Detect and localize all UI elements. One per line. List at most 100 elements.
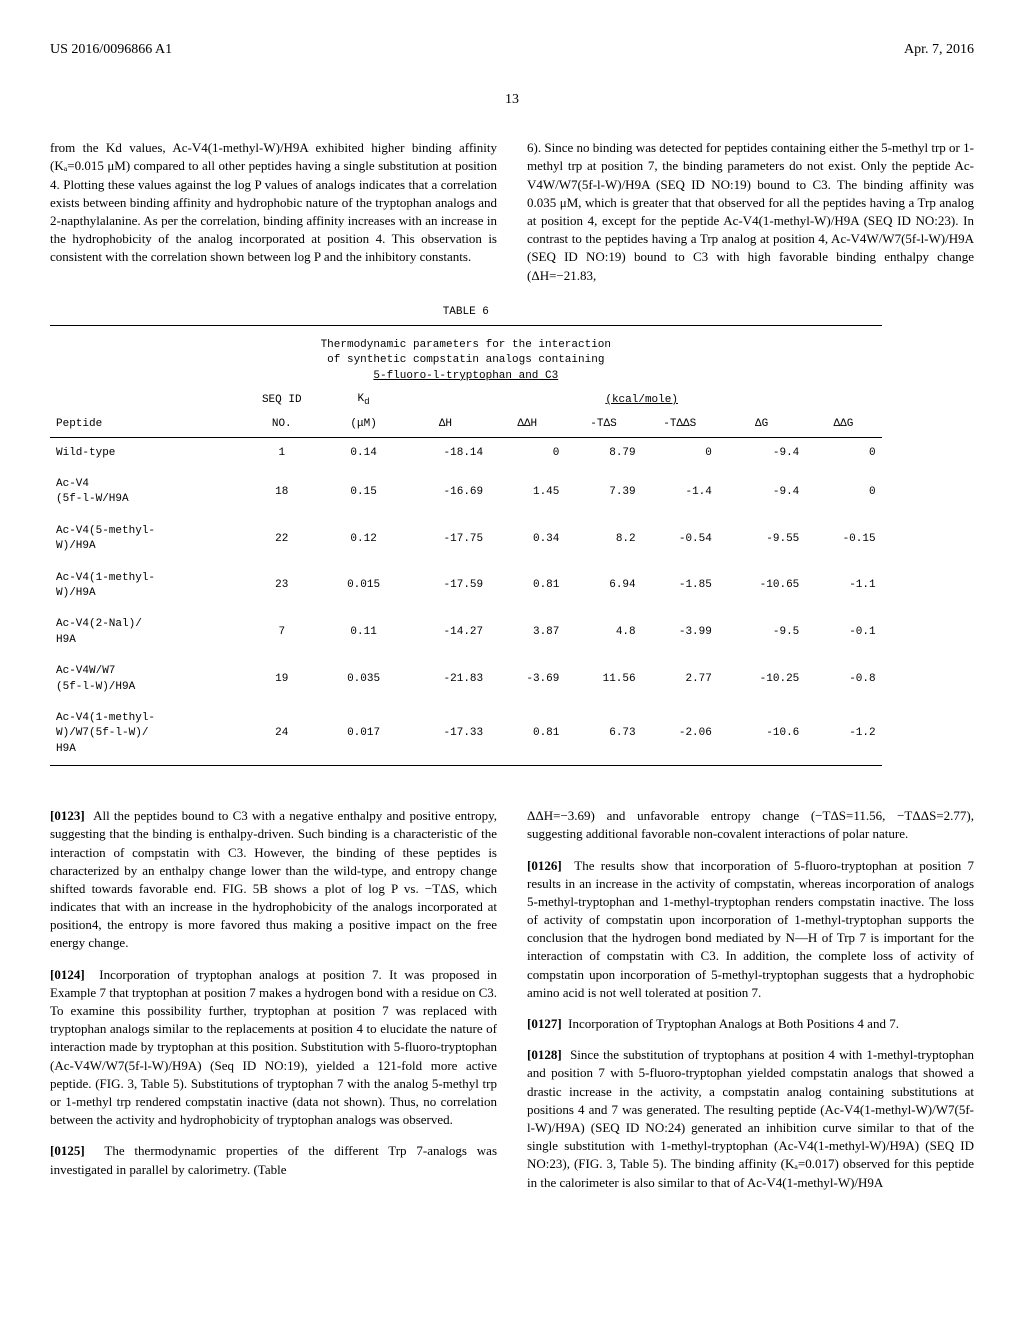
col-peptide: Peptide: [50, 413, 238, 437]
table-cell: 0.015: [325, 563, 401, 610]
table-cell: -18.14: [402, 437, 489, 469]
table-cell: -10.6: [718, 703, 805, 766]
para-0124-text: Incorporation of tryptophan analogs at p…: [50, 967, 497, 1128]
table-cell: -14.27: [402, 609, 489, 656]
para-0127-text: Incorporation of Tryptophan Analogs at B…: [568, 1016, 899, 1031]
table-6: Thermodynamic parameters for the interac…: [50, 325, 882, 774]
table-cell: -17.75: [402, 516, 489, 563]
table-cell: Ac-V4(1-methyl- W)/W7(5f-l-W)/ H9A: [50, 703, 238, 766]
bottom-left-column: [0123] All the peptides bound to C3 with…: [50, 794, 497, 1205]
table-cell: Ac-V4(2-Nal)/ H9A: [50, 609, 238, 656]
table-row: Ac-V4(2-Nal)/ H9A70.11-14.273.874.8-3.99…: [50, 609, 882, 656]
para-num-0124: [0124]: [50, 967, 85, 982]
table-6-header-group: (kcal/mole): [402, 388, 882, 413]
table-cell: Ac-V4(5-methyl- W)/H9A: [50, 516, 238, 563]
para-0125: [0125] The thermodynamic properties of t…: [50, 1142, 497, 1178]
table-cell: -1.2: [805, 703, 881, 766]
col-ddg: ΔΔG: [805, 413, 881, 437]
table-6-title: TABLE 6: [50, 305, 882, 320]
para-num-0128: [0128]: [527, 1047, 562, 1062]
bottom-right-column: ΔΔH=−3.69) and unfavorable entropy chang…: [527, 794, 974, 1205]
table-cell: -0.54: [642, 516, 718, 563]
table-cell: -9.55: [718, 516, 805, 563]
top-left-column: from the Kd values, Ac-V4(1-methyl-W)/H9…: [50, 139, 497, 285]
table-cell: -9.5: [718, 609, 805, 656]
table-cell: -10.65: [718, 563, 805, 610]
table-cell: 4.8: [565, 609, 641, 656]
table-cell: 18: [238, 469, 325, 516]
table-cell: 0.035: [325, 656, 401, 703]
table-cell: 0: [805, 469, 881, 516]
table-cell: -0.8: [805, 656, 881, 703]
para-0126: [0126] The results show that incorporati…: [527, 857, 974, 1003]
table-cell: -10.25: [718, 656, 805, 703]
col-tdds: -TΔΔS: [642, 413, 718, 437]
table-cell: -2.06: [642, 703, 718, 766]
para-0124: [0124] Incorporation of tryptophan analo…: [50, 966, 497, 1130]
table-cell: -9.4: [718, 469, 805, 516]
table-cell: 7: [238, 609, 325, 656]
table-cell: -16.69: [402, 469, 489, 516]
table-cell: 1.45: [489, 469, 565, 516]
para-0128: [0128] Since the substitution of tryptop…: [527, 1046, 974, 1192]
table-cell: 0.81: [489, 703, 565, 766]
table-cell: -17.59: [402, 563, 489, 610]
col-ddh: ΔΔH: [489, 413, 565, 437]
header-left: US 2016/0096866 A1: [50, 40, 172, 60]
para-num-0125: [0125]: [50, 1143, 85, 1158]
para-0123: [0123] All the peptides bound to C3 with…: [50, 807, 497, 953]
top-columns: from the Kd values, Ac-V4(1-methyl-W)/H9…: [50, 139, 974, 285]
table-row: Ac-V4(1-methyl- W)/H9A230.015-17.590.816…: [50, 563, 882, 610]
table-cell: 8.79: [565, 437, 641, 469]
table-cell: -21.83: [402, 656, 489, 703]
table-cell: 7.39: [565, 469, 641, 516]
table-cell: 0.81: [489, 563, 565, 610]
table-cell: Ac-V4 (5f-l-W/H9A: [50, 469, 238, 516]
table-6-subtitle-3: 5-fluoro-l-tryptophan and C3: [373, 370, 558, 382]
table-cell: 0.12: [325, 516, 401, 563]
col-tds: -TΔS: [565, 413, 641, 437]
table-cell: 0.11: [325, 609, 401, 656]
table-row: Wild-type10.14-18.1408.790-9.40: [50, 437, 882, 469]
para-0128-text: Since the substitution of tryptophans at…: [527, 1047, 974, 1189]
table-cell: -9.4: [718, 437, 805, 469]
page-header: US 2016/0096866 A1 Apr. 7, 2016: [50, 40, 974, 60]
para-num-0127: [0127]: [527, 1016, 562, 1031]
top-right-column: 6). Since no binding was detected for pe…: [527, 139, 974, 285]
col-dh: ΔH: [402, 413, 489, 437]
para-0126-text: The results show that incorporation of 5…: [527, 858, 974, 1000]
table-cell: 0: [805, 437, 881, 469]
table-cell: -0.15: [805, 516, 881, 563]
bottom-columns: [0123] All the peptides bound to C3 with…: [50, 794, 974, 1205]
table-cell: -1.1: [805, 563, 881, 610]
table-cell: 0.34: [489, 516, 565, 563]
table-cell: 0: [489, 437, 565, 469]
table-6-container: TABLE 6 Thermodynamic parameters for the…: [50, 305, 882, 774]
table-6-subtitle-2: of synthetic compstatin analogs containi…: [327, 354, 604, 366]
table-cell: Ac-V4W/W7 (5f-l-W)/H9A: [50, 656, 238, 703]
page-number: 13: [50, 90, 974, 110]
table-cell: -1.4: [642, 469, 718, 516]
table-row: Ac-V4(5-methyl- W)/H9A220.12-17.750.348.…: [50, 516, 882, 563]
table-cell: -17.33: [402, 703, 489, 766]
col-dg: ΔG: [718, 413, 805, 437]
para-0123-text: All the peptides bound to C3 with a nega…: [50, 808, 497, 950]
para-0125-text: The thermodynamic properties of the diff…: [50, 1143, 497, 1176]
para-num-0126: [0126]: [527, 858, 562, 873]
right-top-continuation: ΔΔH=−3.69) and unfavorable entropy chang…: [527, 807, 974, 843]
table-cell: 6.94: [565, 563, 641, 610]
header-right: Apr. 7, 2016: [904, 40, 974, 60]
table-cell: 0.017: [325, 703, 401, 766]
table-cell: -1.85: [642, 563, 718, 610]
table-cell: 24: [238, 703, 325, 766]
para-0127: [0127] Incorporation of Tryptophan Analo…: [527, 1015, 974, 1033]
table-cell: 0.15: [325, 469, 401, 516]
table-cell: 11.56: [565, 656, 641, 703]
table-cell: 3.87: [489, 609, 565, 656]
para-num-0123: [0123]: [50, 808, 85, 823]
table-cell: 8.2: [565, 516, 641, 563]
table-cell: -3.69: [489, 656, 565, 703]
table-cell: 19: [238, 656, 325, 703]
table-row: Ac-V4 (5f-l-W/H9A180.15-16.691.457.39-1.…: [50, 469, 882, 516]
table-row: Ac-V4(1-methyl- W)/W7(5f-l-W)/ H9A240.01…: [50, 703, 882, 766]
